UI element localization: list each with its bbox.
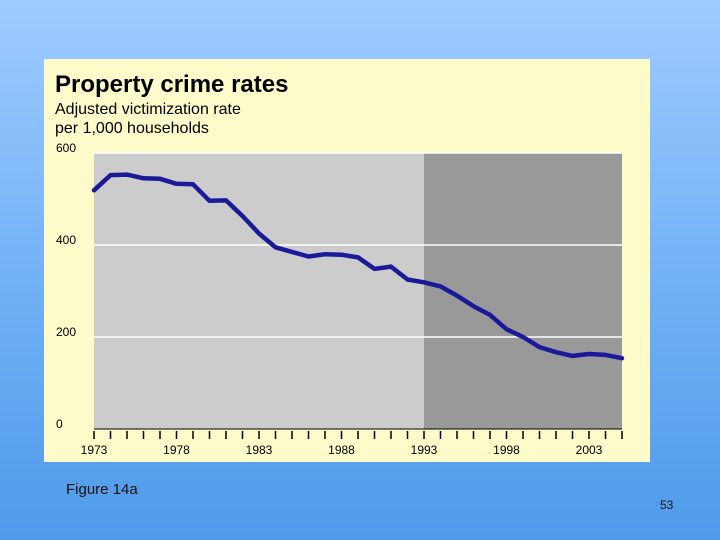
y-tick-label-200: 200 <box>56 325 76 339</box>
chart-panel: Property crime rates Adjusted victimizat… <box>44 59 650 462</box>
x-tick-label-1988: 1988 <box>328 443 355 457</box>
figure-caption: Figure 14a <box>66 481 138 498</box>
chart-title: Property crime rates <box>55 71 288 98</box>
y-tick-label-400: 400 <box>56 233 76 247</box>
x-tick-label-1993: 1993 <box>411 443 438 457</box>
plot-area-light <box>94 153 424 429</box>
x-tick-label-1973: 1973 <box>81 443 108 457</box>
chart: Property crime rates Adjusted victimizat… <box>55 71 625 457</box>
chart-subtitle-line-1: Adjusted victimization rate <box>55 101 241 118</box>
slide-number: 53 <box>660 498 674 512</box>
chart-subtitle-line-2: per 1,000 households <box>55 120 209 137</box>
y-tick-label-0: 0 <box>56 417 63 431</box>
plot-area-shaded <box>424 153 622 429</box>
x-tick-label-2003: 2003 <box>576 443 603 457</box>
x-tick-label-1983: 1983 <box>246 443 273 457</box>
y-tick-label-600: 600 <box>56 141 76 155</box>
x-tick-label-1998: 1998 <box>493 443 520 457</box>
x-tick-label-1978: 1978 <box>163 443 190 457</box>
